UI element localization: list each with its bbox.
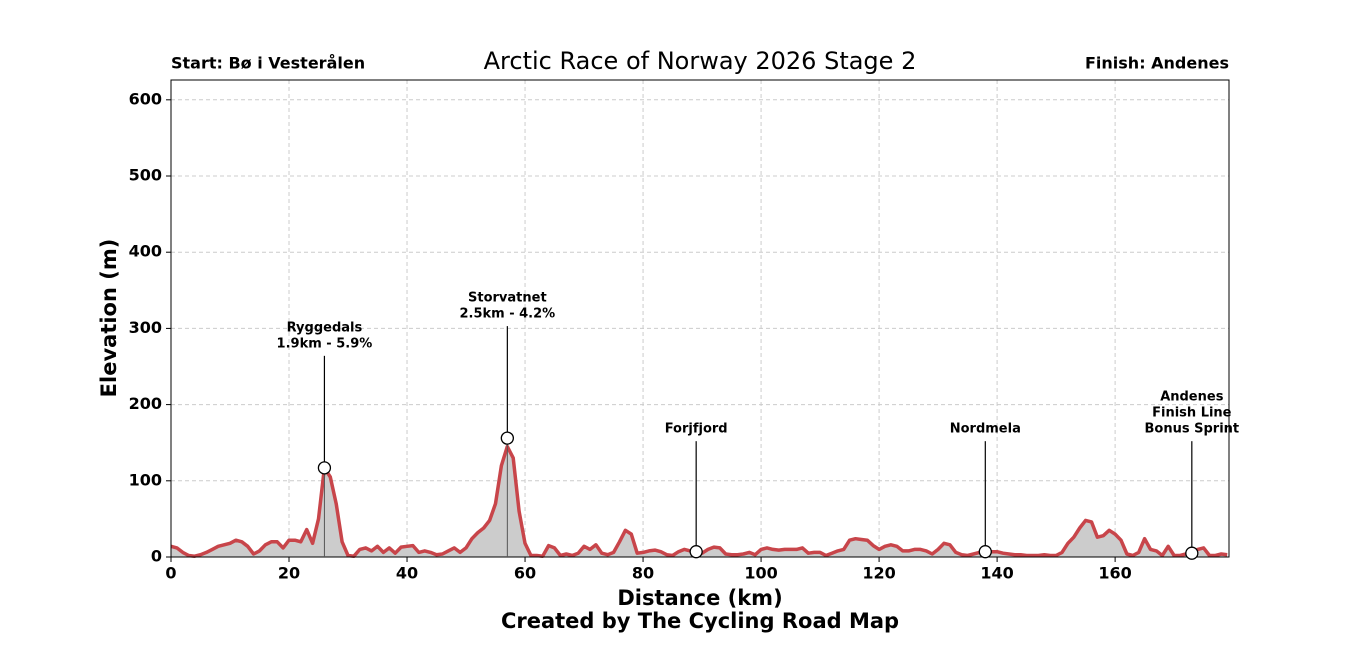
annotation-label: 2.5km - 4.2% <box>459 307 555 322</box>
annotation-marker <box>500 431 514 445</box>
y-tick-label: 0 <box>151 547 162 566</box>
x-tick-label: 20 <box>278 564 300 583</box>
chart-title: Arctic Race of Norway 2026 Stage 2 <box>484 47 917 75</box>
annotation-label: Nordmela <box>950 422 1021 437</box>
x-tick-label: 120 <box>862 564 895 583</box>
annotation-marker <box>317 461 332 475</box>
x-tick-label: 0 <box>165 564 176 583</box>
annotation-label: Forjfjord <box>665 422 728 437</box>
y-tick-label: 400 <box>129 242 162 261</box>
annotation-label: Andenes <box>1160 390 1224 405</box>
annotation-marker <box>689 545 703 559</box>
y-tick-label: 100 <box>129 470 162 489</box>
x-axis-label: Distance (km) <box>617 586 782 610</box>
start-label: Start: Bø i Vesterålen <box>171 54 365 73</box>
annotation-label: Bonus Sprint <box>1145 422 1240 437</box>
annotation-label: Finish Line <box>1152 406 1232 421</box>
annotation-marker <box>978 545 992 559</box>
annotation-marker <box>1185 546 1199 560</box>
x-tick-label: 60 <box>514 564 536 583</box>
x-tick-label: 40 <box>396 564 418 583</box>
x-tick-label: 80 <box>632 564 654 583</box>
y-tick-label: 500 <box>129 166 162 185</box>
y-tick-label: 300 <box>129 318 162 337</box>
x-tick-label: 100 <box>744 564 777 583</box>
y-axis-label: Elevation (m) <box>97 239 121 398</box>
x-tick-label: 140 <box>980 564 1013 583</box>
y-tick-label: 200 <box>129 394 162 413</box>
x-tick-label: 160 <box>1098 564 1131 583</box>
annotation-label: 1.9km - 5.9% <box>277 336 373 351</box>
y-tick-label: 600 <box>129 89 162 108</box>
credit: Created by The Cycling Road Map <box>501 609 899 633</box>
annotation-label: Storvatnet <box>468 291 547 306</box>
finish-label: Finish: Andenes <box>1085 54 1229 73</box>
annotation-label: Ryggedals <box>287 320 363 335</box>
